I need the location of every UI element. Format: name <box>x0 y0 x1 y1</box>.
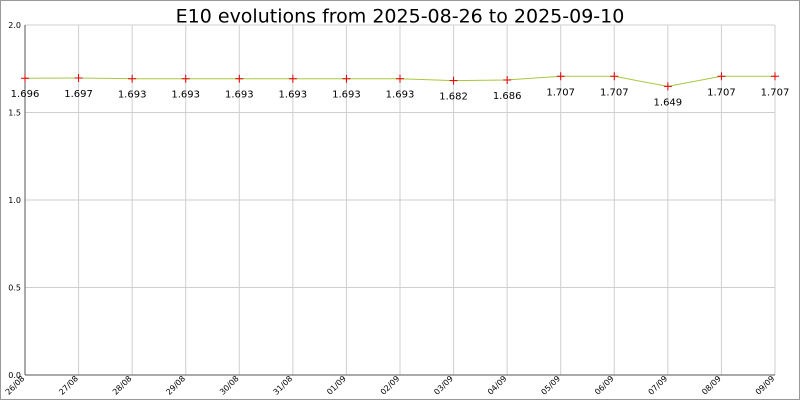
data-label: 1.682 <box>439 92 468 103</box>
marker <box>235 74 244 83</box>
data-label: 1.707 <box>546 87 575 98</box>
data-label: 1.693 <box>332 90 361 101</box>
y-tick-label: 0.0 <box>8 371 21 380</box>
marker <box>556 72 565 81</box>
marker <box>74 74 83 83</box>
marker <box>717 72 726 81</box>
marker <box>663 82 672 91</box>
data-label: 1.707 <box>761 87 790 98</box>
marker <box>396 74 404 83</box>
data-label: 1.686 <box>493 91 522 102</box>
marker <box>21 74 29 83</box>
y-tick-label: 0.5 <box>8 284 21 293</box>
y-tick-label: 1.0 <box>8 196 21 205</box>
data-label: 1.707 <box>600 87 629 98</box>
marker <box>181 74 190 83</box>
y-tick-label: 2.0 <box>8 21 21 30</box>
data-label: 1.707 <box>707 87 736 98</box>
data-label: 1.693 <box>171 90 200 101</box>
data-label: 1.693 <box>386 90 415 101</box>
marker <box>342 74 351 83</box>
marker <box>128 74 137 83</box>
data-label: 1.693 <box>118 90 147 101</box>
data-label: 1.693 <box>225 90 254 101</box>
marker <box>503 75 512 84</box>
data-label: 1.696 <box>11 89 40 100</box>
data-label: 1.693 <box>279 90 308 101</box>
data-label: 1.697 <box>64 89 93 100</box>
chart-title: E10 evolutions from 2025-08-26 to 2025-0… <box>176 6 625 28</box>
marker <box>288 74 297 83</box>
marker <box>771 72 779 81</box>
y-tick-label: 1.5 <box>8 109 21 118</box>
marker <box>449 76 458 85</box>
marker <box>610 72 619 81</box>
data-label: 1.649 <box>654 97 683 108</box>
